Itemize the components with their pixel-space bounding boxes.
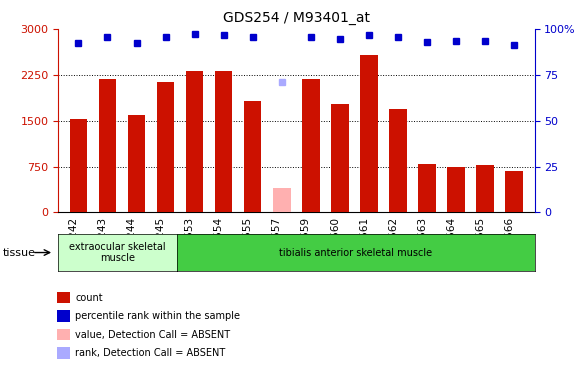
FancyBboxPatch shape: [58, 310, 70, 322]
Bar: [476, 165, 494, 212]
Bar: [447, 167, 465, 212]
Bar: [215, 71, 232, 212]
Bar: [99, 79, 116, 212]
Bar: [389, 109, 407, 212]
Bar: [128, 115, 145, 212]
Bar: [331, 104, 349, 212]
Text: count: count: [76, 292, 103, 303]
Bar: [418, 164, 436, 212]
Bar: [70, 119, 87, 212]
FancyBboxPatch shape: [58, 292, 70, 303]
Text: extraocular skeletal
muscle: extraocular skeletal muscle: [69, 242, 166, 264]
FancyBboxPatch shape: [58, 329, 70, 340]
FancyBboxPatch shape: [58, 347, 70, 359]
Bar: [360, 55, 378, 212]
Bar: [302, 79, 320, 212]
Bar: [157, 82, 174, 212]
Text: rank, Detection Call = ABSENT: rank, Detection Call = ABSENT: [76, 348, 225, 358]
Bar: [505, 171, 523, 212]
Bar: [186, 71, 203, 212]
Text: value, Detection Call = ABSENT: value, Detection Call = ABSENT: [76, 330, 231, 340]
Title: GDS254 / M93401_at: GDS254 / M93401_at: [223, 11, 370, 26]
Text: percentile rank within the sample: percentile rank within the sample: [76, 311, 241, 321]
Text: tissue: tissue: [3, 247, 36, 258]
Text: tibialis anterior skeletal muscle: tibialis anterior skeletal muscle: [279, 247, 432, 258]
Bar: [273, 188, 290, 212]
Bar: [244, 101, 261, 212]
